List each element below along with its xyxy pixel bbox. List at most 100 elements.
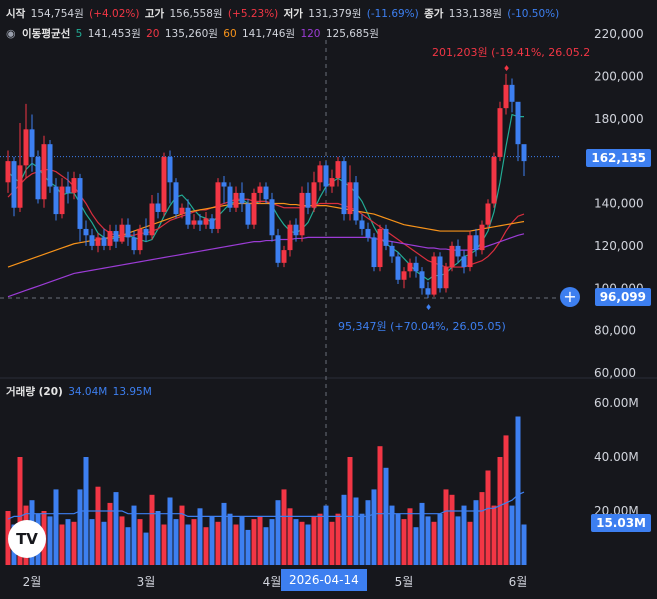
volume-bar (89, 519, 95, 565)
volume-bar (371, 489, 377, 565)
candle-body (281, 250, 287, 263)
ma-legend[interactable]: 이동평균선 5 141,453원 20 135,260원 60 141,746원… (22, 26, 381, 41)
price-tick-label: 120,000 (594, 239, 644, 253)
ma120-period: 120 (300, 28, 321, 40)
volume-bar (239, 516, 245, 565)
tradingview-logo-icon: TV (8, 520, 46, 558)
volume-bar (461, 505, 467, 565)
close-value: 133,138원 (448, 8, 502, 20)
candle-body (311, 182, 317, 208)
volume-bar (449, 494, 455, 565)
volume-bar (395, 513, 401, 565)
volume-bar (65, 519, 71, 565)
candle-body (137, 228, 143, 251)
volume-bar (437, 513, 443, 565)
open-value: 154,754원 (30, 8, 84, 20)
low-label: 저가 (283, 8, 303, 20)
candle-body (359, 220, 365, 229)
volume-legend-label: 거래량 (20) (6, 386, 63, 398)
close-pct: (-10.50%) (507, 8, 560, 20)
volume-bar (413, 527, 419, 565)
volume-bar (269, 519, 275, 565)
candle-body (515, 101, 521, 145)
ohlc-legend: 시작 154,754원 (+4.02%) 고가 156,558원 (+5.23%… (6, 6, 561, 21)
x-tick-label: 4월 (263, 575, 282, 589)
candle-body (227, 186, 233, 208)
low-value: 131,379원 (308, 8, 362, 20)
add-alert-plus-icon[interactable]: + (560, 287, 580, 307)
candle-body (455, 245, 461, 257)
candle-body (179, 207, 185, 215)
volume-legend[interactable]: 거래량 (20) 34.04M 13.95M (6, 384, 154, 399)
candle-body (143, 228, 149, 236)
candle-body (41, 144, 47, 200)
candle-body (215, 182, 221, 229)
price-tick-label: 220,000 (594, 27, 644, 41)
ma20-period: 20 (146, 28, 160, 40)
volume-ma-value: 13.95M (112, 386, 152, 398)
x-tick-label: 5월 (395, 575, 414, 589)
candle-body (443, 267, 449, 289)
volume-bar (377, 446, 383, 565)
candle-body (101, 237, 107, 246)
volume-bar (281, 489, 287, 565)
volume-bar (341, 494, 347, 565)
volume-bar (485, 470, 491, 565)
candle-body (371, 237, 377, 268)
volume-bar (515, 416, 521, 565)
candle-body (233, 192, 239, 208)
volume-ma-line (7, 491, 525, 520)
volume-bar (245, 529, 251, 565)
volume-bar (299, 521, 305, 565)
ma5-value: 141,453원 (87, 28, 141, 40)
volume-bar (191, 519, 197, 565)
candle-body (305, 192, 311, 208)
volume-bar (455, 516, 461, 565)
candle-body (113, 231, 119, 242)
volume-bar (47, 516, 53, 565)
high-value: 156,558원 (169, 8, 223, 20)
candle-body (431, 256, 437, 295)
volume-bar (137, 519, 143, 565)
candle-body (329, 178, 335, 187)
candle-body (437, 256, 443, 289)
candle-body (269, 199, 275, 236)
volume-bar (149, 494, 155, 565)
price-tick-label: 200,000 (594, 69, 644, 83)
candle-body (389, 245, 395, 257)
x-tick-label: 6월 (509, 575, 528, 589)
candle-body (245, 203, 251, 225)
volume-tick-label: 60.00M (594, 396, 639, 410)
volume-bar (155, 511, 161, 565)
volume-bar (53, 489, 59, 565)
candle-body (341, 161, 347, 215)
volume-bar (335, 513, 341, 565)
ma120-value: 125,685원 (325, 28, 379, 40)
volume-bar (203, 527, 209, 565)
candle-body (461, 256, 467, 268)
candle-body (473, 235, 479, 251)
candle-body (407, 262, 413, 272)
candle-body (161, 156, 167, 212)
volume-bar (107, 502, 113, 565)
volume-bar (59, 524, 65, 565)
volume-bar (389, 505, 395, 565)
visibility-eye-icon[interactable]: ◉ (6, 27, 16, 40)
candle-body (383, 228, 389, 246)
volume-bar (173, 519, 179, 565)
volume-bar (125, 527, 131, 565)
volume-bar (227, 513, 233, 565)
candle-body (95, 237, 101, 246)
candle-body (377, 228, 383, 268)
x-tick-label: 2월 (23, 575, 42, 589)
ma120-line (7, 233, 525, 298)
volume-bar (425, 516, 431, 565)
candle-body (491, 156, 497, 204)
low-marker: ♦ (425, 303, 432, 312)
candle-body (335, 161, 341, 179)
volume-bar (503, 435, 509, 565)
candle-body (347, 182, 353, 215)
candle-body (503, 84, 509, 109)
price-tick-label: 80,000 (594, 324, 636, 338)
